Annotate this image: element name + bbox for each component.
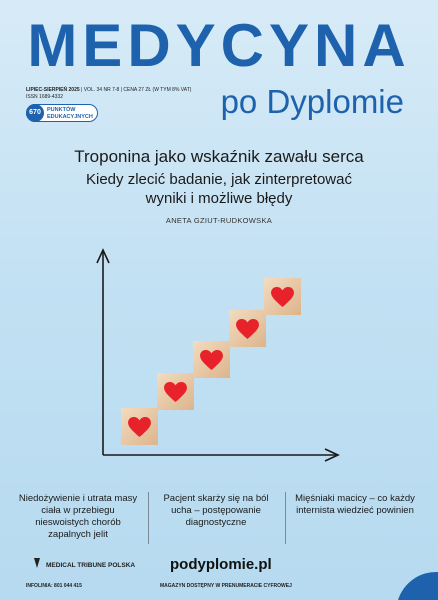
teaser: Pacjent skarży się na ból ucha – postępo… bbox=[163, 493, 269, 528]
volume: VOL. 34 NR 7-8 bbox=[83, 87, 120, 93]
website[interactable]: podyplomie.pl bbox=[170, 556, 272, 573]
divider bbox=[148, 492, 149, 544]
points-number: 670 bbox=[26, 104, 44, 122]
digital-note: MAGAZYN DOSTĘPNY W PRENUMERACIE CYFROWEJ bbox=[160, 583, 292, 589]
hotline: INFOLINIA: 801 044 415 bbox=[26, 583, 82, 589]
issn: ISSN 1689-4332 bbox=[26, 94, 63, 100]
blocks bbox=[121, 278, 301, 445]
divider bbox=[285, 492, 286, 544]
cover-subtitle: Kiedy zlecić badanie, jak zinterpretować bbox=[86, 171, 352, 188]
masthead-subtitle: po Dyplomie bbox=[220, 83, 404, 120]
masthead: MEDYCYNA bbox=[27, 12, 411, 79]
points-text: PUNKTÓW EDUKACYJNYCH bbox=[47, 107, 93, 120]
teaser: Niedożywienie i utrata masy ciała w prze… bbox=[18, 493, 138, 540]
publisher-logo bbox=[34, 558, 40, 568]
publisher: MEDICAL TRIBUNE POLSKA bbox=[46, 562, 136, 569]
cover-subtitle: wyniki i możliwe błędy bbox=[145, 190, 293, 207]
cover-title: Troponina jako wskaźnik zawału serca bbox=[74, 147, 364, 166]
points-badge: 670 PUNKTÓW EDUKACYJNYCH bbox=[26, 104, 98, 122]
issue: LIPIEC-SIERPIEŃ 2025 bbox=[26, 87, 80, 93]
axes bbox=[96, 248, 340, 462]
corner-accent bbox=[398, 571, 438, 600]
issue-info: LIPIEC-SIERPIEŃ 2025 | VOL. 34 NR 7-8 | … bbox=[26, 87, 192, 93]
price: CENA 27 ZŁ (W TYM 8% VAT) bbox=[123, 87, 192, 93]
author: ANETA GZIUT-RUDKOWSKA bbox=[165, 216, 273, 225]
teaser: Mięśniaki macicy – co każdy internista w… bbox=[295, 493, 415, 516]
